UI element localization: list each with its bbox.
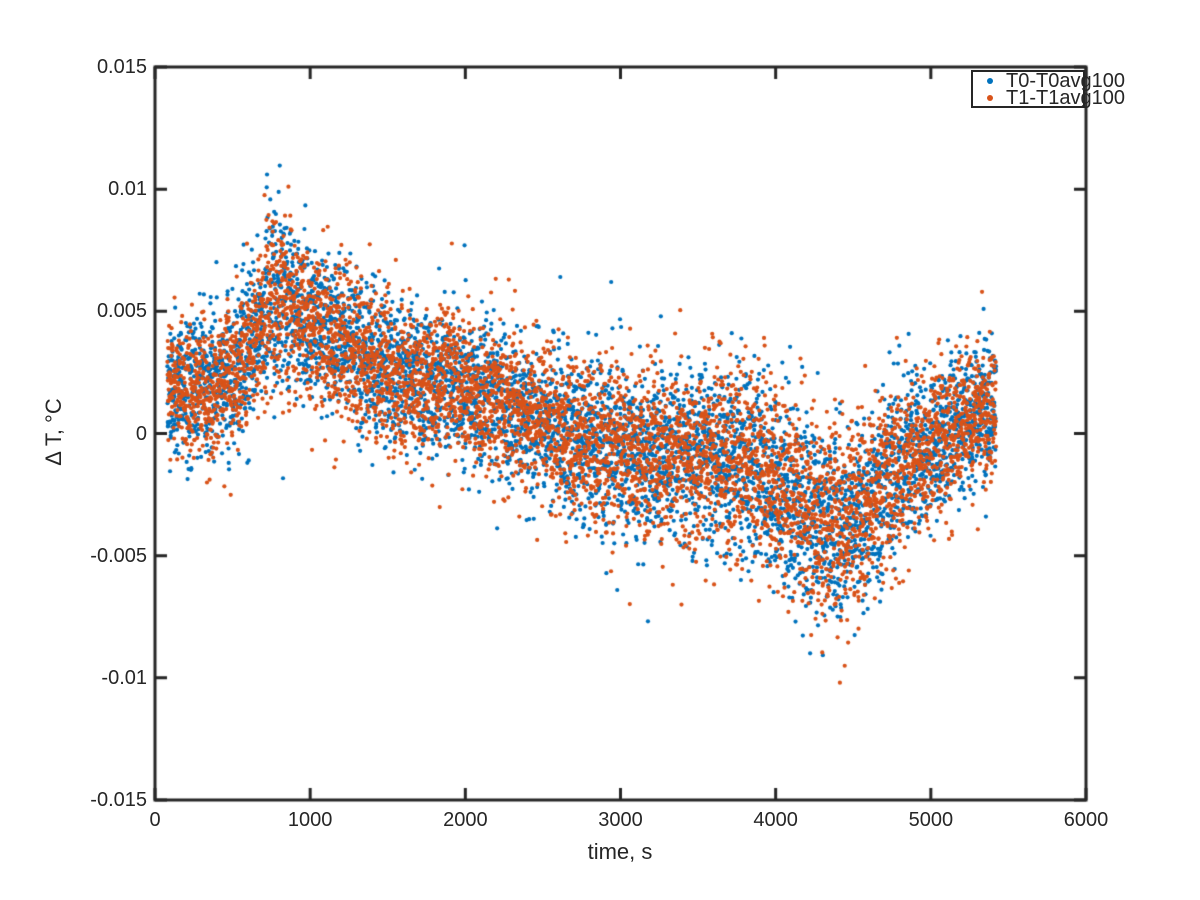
- legend-marker-series1-icon: [987, 95, 993, 101]
- legend-item: T0-T0avg100: [973, 70, 1133, 92]
- y-tick-label: 0.005: [96, 300, 147, 323]
- x-tick-label: 0: [149, 809, 161, 831]
- y-axis-label: Δ T, °C: [41, 398, 66, 466]
- legend-label-series0: T0-T0avg100: [1006, 70, 1125, 92]
- x-tick-label: 5000: [908, 809, 954, 831]
- y-tick-label: 0: [135, 422, 147, 445]
- y-tick-label: -0.005: [90, 544, 147, 567]
- legend-item: T1-T1avg100: [973, 87, 1133, 109]
- legend-label-series1: T1-T1avg100: [1006, 87, 1125, 109]
- x-tick-label: 1000: [287, 809, 333, 831]
- x-tick-label: 3000: [598, 809, 643, 831]
- x-tick-label: 6000: [1063, 809, 1109, 831]
- legend-marker-series0-icon: [987, 78, 993, 84]
- x-tick-label: 4000: [753, 809, 798, 831]
- y-tick-label: 0.015: [96, 56, 147, 78]
- y-tick-label: -0.015: [90, 789, 147, 811]
- legend: T0-T0avg100 T1-T1avg100: [971, 70, 1125, 108]
- x-tick-label: 2000: [443, 809, 488, 831]
- y-tick-label: 0.01: [108, 178, 147, 201]
- x-axis-label: time, s: [587, 839, 653, 864]
- y-tick-label: -0.01: [101, 666, 147, 689]
